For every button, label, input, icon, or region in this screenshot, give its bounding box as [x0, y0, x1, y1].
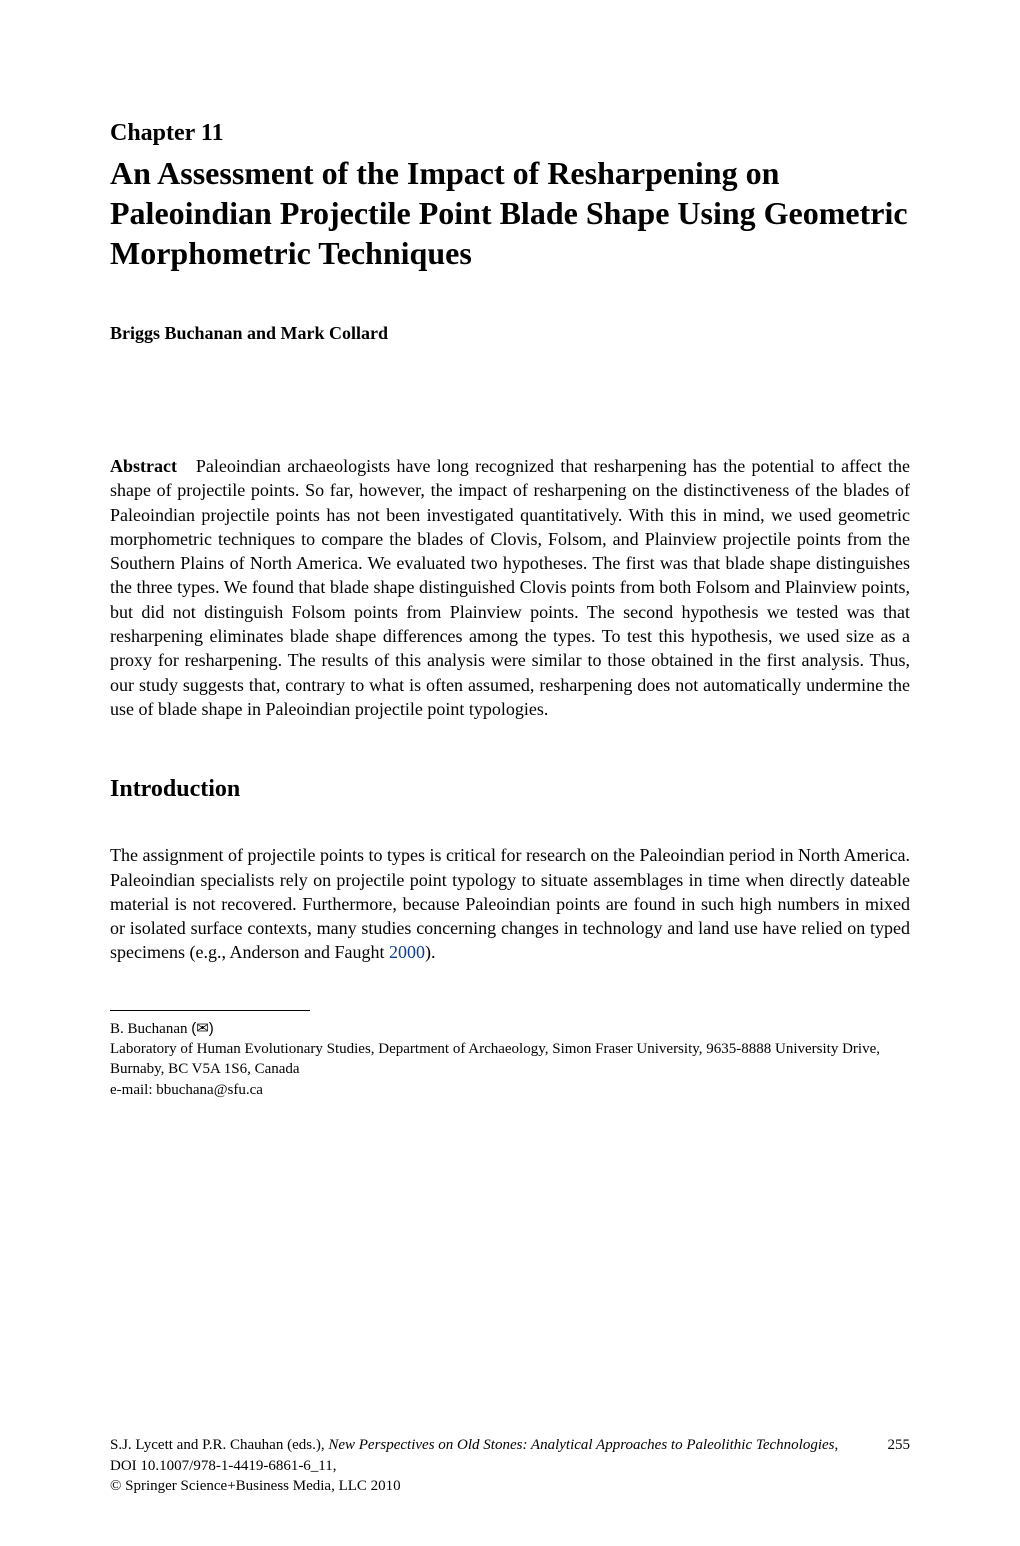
- abstract-body: Paleoindian archaeologists have long rec…: [110, 456, 910, 719]
- footnote-block: B. Buchanan (✉) Laboratory of Human Evol…: [110, 1019, 910, 1100]
- intro-text-part1: The assignment of projectile points to t…: [110, 845, 910, 962]
- footer-editors: S.J. Lycett and P.R. Chauhan (eds.),: [110, 1437, 328, 1453]
- footnote-author: B. Buchanan: [110, 1021, 187, 1037]
- footer-book-title: New Perspectives on Old Stones: Analytic…: [328, 1437, 834, 1453]
- footer-copyright: © Springer Science+Business Media, LLC 2…: [110, 1478, 401, 1494]
- citation-link[interactable]: 2000: [389, 942, 425, 962]
- abstract-text: [183, 456, 196, 476]
- introduction-heading: Introduction: [110, 776, 910, 803]
- footer: 255 S.J. Lycett and P.R. Chauhan (eds.),…: [110, 1435, 910, 1496]
- footnote-email-label: e-mail:: [110, 1082, 156, 1098]
- footnote-email: bbuchana@sfu.ca: [156, 1082, 263, 1098]
- abstract-section: Abstract Paleoindian archaeologists have…: [110, 454, 910, 721]
- introduction-paragraph: The assignment of projectile points to t…: [110, 843, 910, 964]
- footnote-divider: [110, 1010, 310, 1011]
- chapter-title: An Assessment of the Impact of Resharpen…: [110, 153, 910, 273]
- abstract-label: Abstract: [110, 456, 177, 476]
- intro-text-part2: ).: [425, 942, 436, 962]
- envelope-icon: (✉): [191, 1020, 214, 1037]
- chapter-label: Chapter 11: [110, 120, 910, 147]
- authors: Briggs Buchanan and Mark Collard: [110, 323, 910, 344]
- page-number: 255: [888, 1435, 911, 1455]
- footer-content: S.J. Lycett and P.R. Chauhan (eds.), New…: [110, 1435, 910, 1496]
- footnote-affiliation: Laboratory of Human Evolutionary Studies…: [110, 1041, 880, 1077]
